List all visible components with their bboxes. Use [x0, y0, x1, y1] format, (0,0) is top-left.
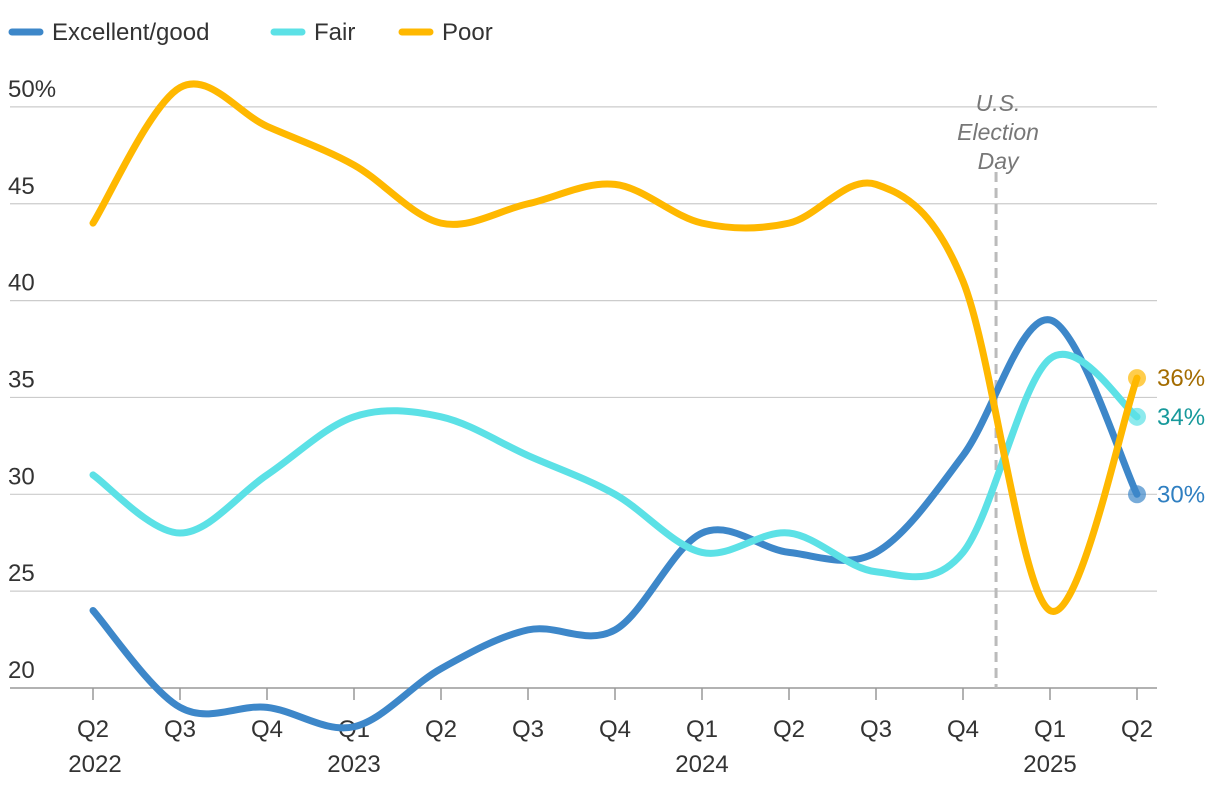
x-year-label: 2023 — [327, 751, 380, 778]
end-point-fair — [1128, 407, 1146, 426]
legend-label-excellent-good: Excellent/good — [52, 19, 209, 46]
x-tick-label: Q3 — [860, 716, 892, 743]
x-tick-label: Q2 — [773, 716, 805, 743]
x-tick-label: Q4 — [251, 716, 283, 743]
y-tick-label: 35 — [8, 366, 35, 393]
y-tick-label: 20 — [8, 657, 35, 684]
x-tick-label: Q3 — [164, 716, 196, 743]
annotation-text: Election — [957, 119, 1039, 145]
gridlines — [10, 106, 1157, 689]
annotation-text: Day — [978, 148, 1020, 174]
legend: Excellent/good Fair Poor — [8, 19, 493, 46]
x-year-label: 2025 — [1023, 751, 1076, 778]
end-label-fair: 34% — [1157, 404, 1205, 431]
end-point-poor — [1128, 369, 1146, 388]
x-tick-label: Q2 — [1121, 716, 1153, 743]
x-tick-label: Q1 — [1034, 716, 1066, 743]
series-line-fair — [89, 351, 1141, 581]
x-tick-label: Q4 — [947, 716, 979, 743]
legend-label-poor: Poor — [442, 19, 493, 46]
end-label-poor: 36% — [1157, 365, 1205, 392]
x-year-label: 2024 — [675, 751, 728, 778]
x-tick-label: Q3 — [512, 716, 544, 743]
y-tick-label: 30 — [8, 463, 35, 490]
y-axis: 50% 45 40 35 30 25 20 — [8, 76, 56, 684]
x-tick-label: Q1 — [686, 716, 718, 743]
y-tick-label: 45 — [8, 173, 35, 200]
x-tick-label: Q2 — [425, 716, 457, 743]
series-lines: 30% 34% 36% — [89, 80, 1205, 732]
y-tick-label: 40 — [8, 270, 35, 297]
x-tick-label: Q4 — [599, 716, 631, 743]
legend-label-fair: Fair — [314, 19, 355, 46]
y-tick-label: 25 — [8, 560, 35, 587]
series-line-poor — [89, 80, 1141, 615]
x-tick-label: Q2 — [77, 716, 109, 743]
end-point-excellent-good — [1128, 485, 1146, 504]
y-tick-label: 50% — [8, 76, 56, 103]
end-label-excellent-good: 30% — [1157, 481, 1205, 508]
annotation-text: U.S. — [976, 90, 1021, 116]
x-year-label: 2022 — [68, 751, 121, 778]
